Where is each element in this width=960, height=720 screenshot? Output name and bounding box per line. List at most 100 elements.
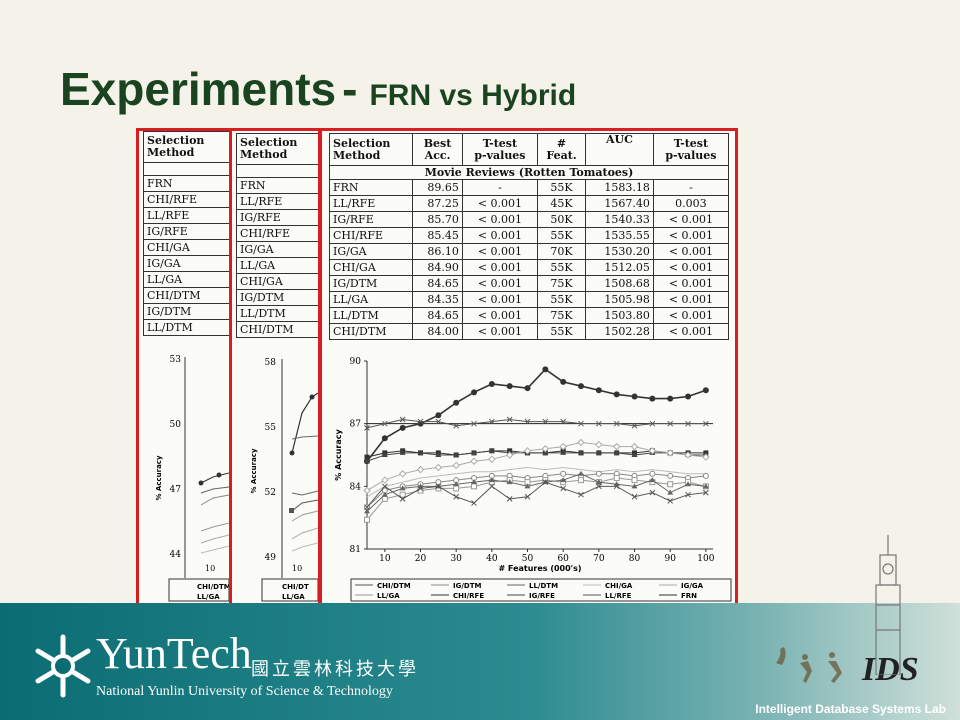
- legend-label: IG/DTM: [453, 582, 481, 590]
- data-point-ll-dtm: [453, 481, 460, 487]
- data-point-ll-rfe: [631, 422, 638, 429]
- data-point-chi-rfe: [364, 454, 370, 460]
- chart-x-tick-label: 10: [379, 554, 391, 564]
- data-point-frn: [381, 435, 388, 442]
- panel-middle-legend: [261, 578, 318, 602]
- cell-method: CHI/RFE: [328, 227, 414, 244]
- data-point-ll-rfe: [578, 420, 584, 427]
- data-point-ll-dtm: [364, 508, 370, 514]
- data-point-ll-rfe: [488, 418, 495, 425]
- data-point-ig-rfe: [488, 447, 495, 453]
- data-point-chi-dtm: [703, 489, 709, 496]
- cell-auc: 1505.98: [585, 291, 654, 308]
- panel-left-xtick: 10: [205, 564, 215, 573]
- panel-middle-row-method: LL/GA: [236, 257, 318, 274]
- data-point-ll-rfe: [435, 418, 442, 425]
- col-header-line: Feat.: [546, 148, 577, 162]
- data-point-ig-ga: [505, 451, 514, 459]
- panel-middle-chart: 58 55 52 49 % Accuracy 10 CHI/DT LL/GA: [250, 358, 318, 602]
- series-line-chi-dtm: [366, 481, 706, 508]
- data-point-ll-dtm: [560, 477, 567, 483]
- yuntech-emblem-icon: [35, 634, 91, 698]
- table-row: LL/DTM 84.65 < 0.001 75K 1503.80 < 0.001: [328, 307, 730, 324]
- data-point-ll-rfe: [453, 422, 460, 429]
- panel-middle-row-method: IG/DTM: [236, 289, 318, 306]
- col-header-feat: # Feat.: [536, 133, 587, 166]
- panel-middle-row-method: IG/RFE: [236, 209, 318, 226]
- cell-ttest: < 0.001: [461, 259, 538, 276]
- data-point-ll-rfe: [364, 424, 370, 431]
- panel-left-line: [200, 522, 229, 532]
- data-point-ll-rfe: [613, 420, 620, 427]
- cell-auc: 1530.20: [585, 243, 654, 260]
- panel-left-legend: [168, 578, 229, 602]
- panel-middle-row: IG/DTM: [236, 289, 318, 306]
- university-english-name: National Yunlin University of Science & …: [96, 684, 393, 699]
- panel-left-row: LL/DTM: [143, 319, 229, 336]
- cell-ttest2: < 0.001: [652, 227, 730, 244]
- cell-auc: 1503.80: [585, 307, 654, 324]
- cell-best-acc: 84.65: [412, 275, 463, 292]
- cell-feat: 75K: [536, 275, 587, 292]
- chart-legend: [350, 578, 732, 602]
- panel-middle-legend-item: CHI/DT: [282, 583, 309, 591]
- data-point-ll-rfe: [417, 418, 424, 425]
- panel-middle-legend-item: LL/GA: [282, 593, 305, 601]
- col-header-ttest2: T-test p-values: [652, 133, 730, 166]
- runner-figures-icon: [776, 647, 842, 683]
- chart-x-tick-label: 40: [486, 554, 498, 564]
- panel-left-row: IG/GA: [143, 255, 229, 272]
- data-point-chi-dtm: [685, 491, 691, 498]
- chart-y-tick-label: 90: [350, 357, 362, 367]
- data-point-ll-dtm: [381, 491, 388, 497]
- data-point-chi-dtm: [506, 496, 513, 502]
- chart-x-tick-label: 80: [629, 554, 641, 564]
- data-point-ig-ga: [595, 440, 603, 449]
- data-point-ig-ga: [612, 442, 621, 451]
- chart-x-label: # Features (000's): [498, 564, 581, 573]
- highlight-box-middle: [229, 128, 322, 606]
- cell-ttest2: < 0.001: [652, 323, 730, 340]
- panel-left-row-method: CHI/DTM: [143, 287, 229, 304]
- cell-auc: 1540.33: [585, 211, 654, 228]
- data-point-ig-rfe: [613, 449, 620, 455]
- panel-left-header-line1: Selection: [147, 134, 205, 147]
- panel-middle-line: [291, 527, 318, 540]
- data-point-ll-rfe: [399, 416, 406, 423]
- data-point-ig-ga: [452, 461, 460, 470]
- data-point-ig-ga: [666, 449, 674, 457]
- data-point-frn: [506, 383, 513, 390]
- cell-method: LL/DTM: [328, 307, 414, 324]
- cell-feat: 55K: [536, 323, 587, 340]
- data-point-frn: [685, 393, 692, 400]
- data-point-ig-rfe: [381, 452, 388, 457]
- panel-middle: Selection Method FRN LL/RFE IG/RFE CHI/RFE IG…: [232, 131, 318, 603]
- data-point-ll-rfe: [471, 420, 477, 427]
- legend-label: CHI/GA: [605, 582, 633, 590]
- panel-left-ytick: 50: [170, 420, 182, 430]
- data-point-ig-rfe: [595, 449, 602, 455]
- panel-left: Selection Method FRN CHI/RFE LL/RFE IG/RFE CH…: [139, 131, 229, 603]
- results-table-body: FRN 89.65-55K 1583.18- LL/RFE 87.25 < 0.001 45…: [328, 179, 730, 340]
- col-header-line: Acc.: [424, 148, 451, 162]
- panel-left-row: LL/RFE: [143, 207, 229, 224]
- data-point-ll-rfe: [542, 418, 549, 425]
- chart-x-tick-label: 50: [522, 554, 534, 564]
- data-point-frn: [524, 385, 531, 392]
- legend-label: LL/GA: [377, 592, 400, 600]
- chart-x-tick-label: 100: [697, 554, 714, 564]
- panel-left-point: [216, 472, 222, 478]
- panel-left-line: [200, 545, 229, 554]
- lab-name: Intelligent Database Systems Lab: [755, 702, 946, 716]
- data-point-ll-dtm: [667, 489, 674, 495]
- data-point-ig-rfe: [560, 449, 567, 455]
- col-header-line: T-test: [482, 136, 518, 150]
- legend-label: IG/RFE: [529, 592, 555, 600]
- data-point-ig-rfe: [471, 449, 478, 455]
- chart-x-tick-label: 90: [664, 554, 676, 564]
- panel-middle-xtick: 10: [292, 564, 302, 573]
- chart-y-label: % Accuracy: [334, 428, 343, 480]
- cell-method: CHI/DTM: [328, 323, 414, 340]
- panel-left-row-method: LL/RFE: [143, 207, 229, 224]
- data-point-ig-rfe: [417, 449, 424, 455]
